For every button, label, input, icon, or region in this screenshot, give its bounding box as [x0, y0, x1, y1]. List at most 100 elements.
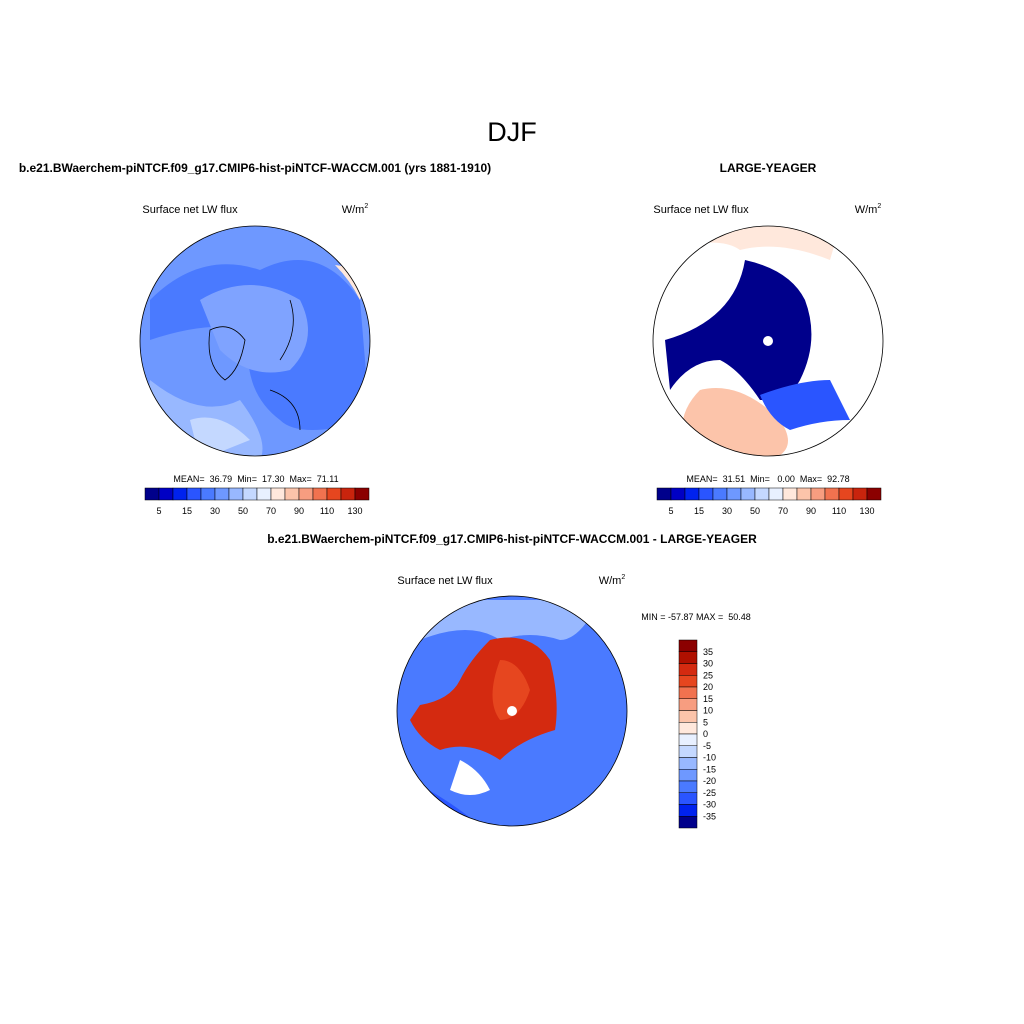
colorbar-box: [838, 487, 854, 501]
units-power: 2: [364, 203, 368, 210]
colorbar-box: [670, 487, 686, 501]
colorbar-box: [678, 651, 698, 664]
stats: MEAN= 31.51 Min= 0.00 Max= 92.78: [686, 474, 849, 484]
colorbar-box: [852, 487, 868, 501]
case-title: LARGE-YEAGER: [720, 161, 817, 175]
colorbar-box: [256, 487, 272, 501]
units-power: 2: [621, 574, 625, 581]
units-label: W/m2: [599, 574, 626, 587]
units-power: 2: [877, 203, 881, 210]
variable-label: Surface net LW flux: [397, 575, 493, 587]
variable-label: Surface net LW flux: [653, 204, 749, 216]
units: W/m: [342, 204, 365, 216]
colorbar-box: [866, 487, 882, 501]
colorbar-box: [242, 487, 258, 501]
colorbar-box: [172, 487, 188, 501]
colorbar-box: [298, 487, 314, 501]
units-label: W/m2: [855, 203, 882, 216]
colorbar-box: [712, 487, 728, 501]
colorbar-label: 25: [703, 670, 713, 680]
colorbar-box: [678, 769, 698, 782]
colorbar-box: [214, 487, 230, 501]
colorbar-box: [312, 487, 328, 501]
colorbar-label: 30: [722, 506, 732, 516]
colorbar-label: 10: [703, 706, 713, 716]
colorbar-box: [678, 686, 698, 699]
colorbar-box: [782, 487, 798, 501]
colorbar-box: [740, 487, 756, 501]
stats: MEAN= 36.79 Min= 17.30 Max= 71.11: [173, 474, 338, 484]
colorbar-box: [768, 487, 784, 501]
colorbar-box: [158, 487, 174, 501]
units-label: W/m2: [342, 203, 369, 216]
map: [397, 596, 627, 826]
colorbar-label: 50: [750, 506, 760, 516]
colorbar-label: 5: [703, 717, 708, 727]
colorbar-box: [678, 675, 698, 688]
map: [140, 226, 370, 456]
colorbar-box: [678, 757, 698, 770]
map: [653, 226, 883, 456]
colorbar-box: [200, 487, 216, 501]
colorbar-box: [726, 487, 742, 501]
colorbar-label: 130: [859, 506, 874, 516]
colorbar-label: -25: [703, 788, 716, 798]
colorbar-label: -10: [703, 753, 716, 763]
colorbar-box: [678, 816, 698, 829]
colorbar-box: [354, 487, 370, 501]
colorbar-box: [340, 487, 356, 501]
colorbar-label: 15: [703, 694, 713, 704]
units: W/m: [855, 204, 878, 216]
case-title: b.e21.BWaerchem-piNTCF.f09_g17.CMIP6-his…: [267, 532, 757, 546]
colorbar-label: 20: [703, 682, 713, 692]
variable-label: Surface net LW flux: [142, 204, 238, 216]
colorbar-box: [796, 487, 812, 501]
colorbar-box: [678, 792, 698, 805]
colorbar-box: [678, 722, 698, 735]
case-title: b.e21.BWaerchem-piNTCF.f09_g17.CMIP6-his…: [19, 161, 491, 175]
colorbar-label: -15: [703, 764, 716, 774]
colorbar-box: [284, 487, 300, 501]
colorbar-label: 5: [156, 506, 161, 516]
colorbar-box: [824, 487, 840, 501]
colorbar-box: [810, 487, 826, 501]
colorbar-label: 130: [347, 506, 362, 516]
colorbar-label: -5: [703, 741, 711, 751]
colorbar-box: [186, 487, 202, 501]
figure-title: DJF: [487, 117, 537, 147]
colorbar-label: 35: [703, 647, 713, 657]
colorbar-label: 5: [668, 506, 673, 516]
colorbar-box: [228, 487, 244, 501]
colorbar-box: [656, 487, 672, 501]
colorbar-box: [144, 487, 160, 501]
colorbar-box: [754, 487, 770, 501]
colorbar-label: 15: [182, 506, 192, 516]
colorbar-label: -30: [703, 800, 716, 810]
colorbar-label: 50: [238, 506, 248, 516]
stats: MIN = -57.87 MAX = 50.48: [641, 612, 751, 622]
colorbar-label: 30: [210, 506, 220, 516]
colorbar-box: [678, 804, 698, 817]
colorbar-label: 110: [832, 506, 846, 516]
colorbar-label: 0: [703, 729, 708, 739]
colorbar-box: [678, 710, 698, 723]
units: W/m: [599, 575, 622, 587]
colorbar-box: [678, 745, 698, 758]
colorbar-box: [678, 698, 698, 711]
colorbar-box: [678, 639, 698, 652]
colorbar-label: 15: [694, 506, 704, 516]
colorbar-box: [326, 487, 342, 501]
colorbar-box: [678, 733, 698, 746]
colorbar-label: 30: [703, 659, 713, 669]
colorbar-label: 90: [294, 506, 304, 516]
colorbar-box: [270, 487, 286, 501]
colorbar-label: 70: [778, 506, 788, 516]
colorbar-box: [698, 487, 714, 501]
colorbar-box: [678, 780, 698, 793]
colorbar-label: -35: [703, 811, 716, 821]
colorbar-box: [678, 663, 698, 676]
colorbar-label: 90: [806, 506, 816, 516]
colorbar-label: -20: [703, 776, 716, 786]
colorbar-label: 70: [266, 506, 276, 516]
